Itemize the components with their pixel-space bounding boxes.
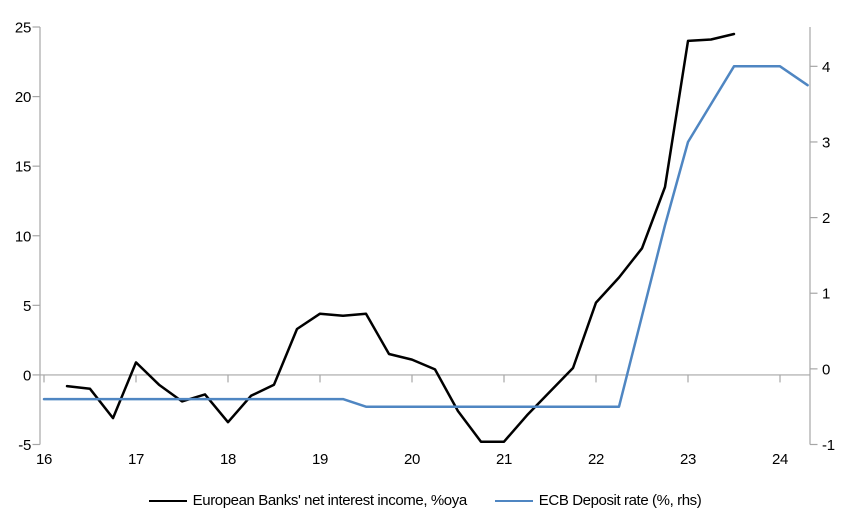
x-axis-tick-label: 21 (496, 451, 512, 468)
left-axis-tick-label: 0 (23, 367, 31, 384)
x-axis-tick-label: 18 (220, 451, 236, 468)
nii-line (65, 32, 736, 443)
nii-line-swatch (148, 499, 187, 502)
nii-legend-label: European Banks' net interest income, %oy… (192, 492, 468, 509)
legend-item-deposit-rate: ECB Deposit rate (%, rhs) (494, 492, 702, 509)
right-axis-tick-label: 0 (822, 361, 830, 378)
left-axis-tick-label: 25 (15, 20, 31, 37)
legend-item-nii: European Banks' net interest income, %oy… (148, 492, 468, 509)
x-axis-tick-label: 20 (404, 451, 420, 468)
right-axis-tick-label: 3 (822, 134, 830, 151)
x-axis-tick-label: 24 (772, 451, 788, 468)
x-axis-tick-label: 16 (36, 451, 52, 468)
left-axis-tick-label: 5 (23, 298, 31, 315)
deposit-rate-line-swatch (494, 499, 533, 502)
right-axis-tick-label: -1 (822, 437, 835, 454)
x-axis-tick-label: 23 (680, 451, 696, 468)
x-axis-tick-label: 17 (128, 451, 144, 468)
left-axis-tick-label: 10 (15, 228, 31, 245)
right-axis-tick-label: 1 (822, 286, 830, 303)
left-axis-tick-label: 20 (15, 89, 31, 106)
x-axis-tick-label: 19 (312, 451, 328, 468)
left-axis-tick-label: 15 (15, 159, 31, 176)
legend: European Banks' net interest income, %oy… (40, 492, 810, 509)
deposit-rate-legend-label: ECB Deposit rate (%, rhs) (538, 492, 702, 509)
right-axis-tick-label: 4 (822, 59, 830, 76)
left-axis-tick-label: -5 (18, 437, 31, 454)
x-axis-tick-label: 22 (588, 451, 604, 468)
right-axis-tick-label: 2 (822, 210, 830, 227)
deposit-rate-line (42, 65, 809, 408)
